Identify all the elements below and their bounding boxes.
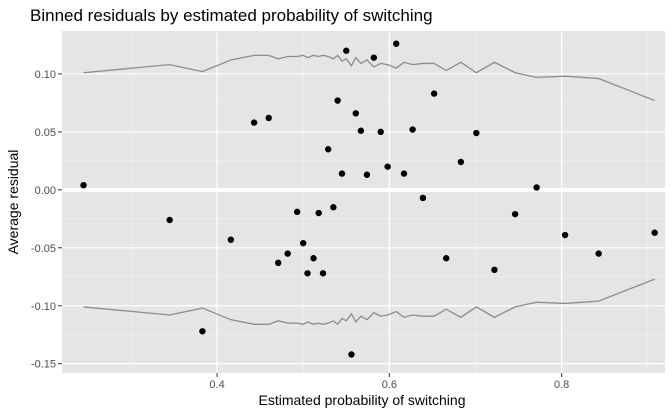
data-point: [393, 40, 400, 47]
data-point: [561, 231, 569, 239]
data-point: [409, 126, 416, 133]
data-point: [491, 266, 498, 274]
data-point: [227, 236, 235, 243]
data-points: [80, 40, 658, 358]
y-tick-label: 0.05: [35, 127, 56, 139]
data-point: [511, 210, 519, 218]
upper-bound-line: [83, 54, 655, 102]
data-point: [457, 158, 465, 166]
data-point: [343, 47, 350, 54]
y-tick-label: -0.15: [31, 359, 56, 371]
data-point: [370, 54, 378, 61]
y-tick-label: 0.00: [35, 185, 56, 197]
x-tick-label: 0.4: [209, 379, 224, 391]
data-point: [293, 208, 301, 216]
y-axis-ticks: -0.15 -0.10 -0.05 0.00 0.05 0.10: [31, 69, 62, 371]
data-point: [384, 163, 391, 170]
data-point: [80, 181, 87, 189]
x-axis-ticks: 0.4 0.6 0.8: [209, 373, 569, 391]
data-point: [315, 209, 322, 217]
chart-title: Binned residuals by estimated probabilit…: [30, 6, 433, 25]
data-point: [338, 170, 346, 177]
data-point: [377, 128, 384, 136]
data-point: [284, 250, 291, 257]
data-point: [275, 259, 282, 267]
lower-bound-line: [83, 278, 655, 326]
data-point: [533, 184, 540, 191]
data-point: [310, 255, 317, 262]
data-point: [430, 90, 438, 97]
data-point: [330, 204, 337, 211]
data-point: [419, 194, 427, 202]
data-point: [352, 110, 359, 117]
data-point: [304, 270, 311, 277]
data-point: [363, 171, 371, 178]
x-axis-label: Estimated probability of switching: [259, 392, 466, 408]
y-tick-label: -0.05: [31, 243, 56, 255]
plot-panel: [62, 31, 665, 373]
data-point: [400, 170, 408, 177]
data-point: [595, 250, 602, 257]
data-point: [442, 255, 450, 262]
data-point: [265, 114, 272, 122]
data-point: [651, 229, 658, 236]
data-point: [324, 146, 332, 153]
data-point: [300, 239, 307, 247]
data-point: [250, 119, 258, 126]
data-point: [319, 270, 327, 277]
data-point: [473, 129, 480, 137]
data-point: [334, 97, 341, 104]
bound-lines: [83, 54, 655, 326]
data-point: [357, 127, 365, 134]
data-point: [166, 216, 173, 224]
x-tick-label: 0.8: [554, 379, 569, 391]
data-point: [199, 328, 206, 335]
y-tick-label: 0.10: [35, 69, 56, 81]
x-tick-label: 0.6: [382, 379, 397, 391]
y-axis-label: Average residual: [5, 150, 21, 255]
data-point: [348, 351, 355, 358]
y-tick-label: -0.10: [31, 301, 56, 313]
